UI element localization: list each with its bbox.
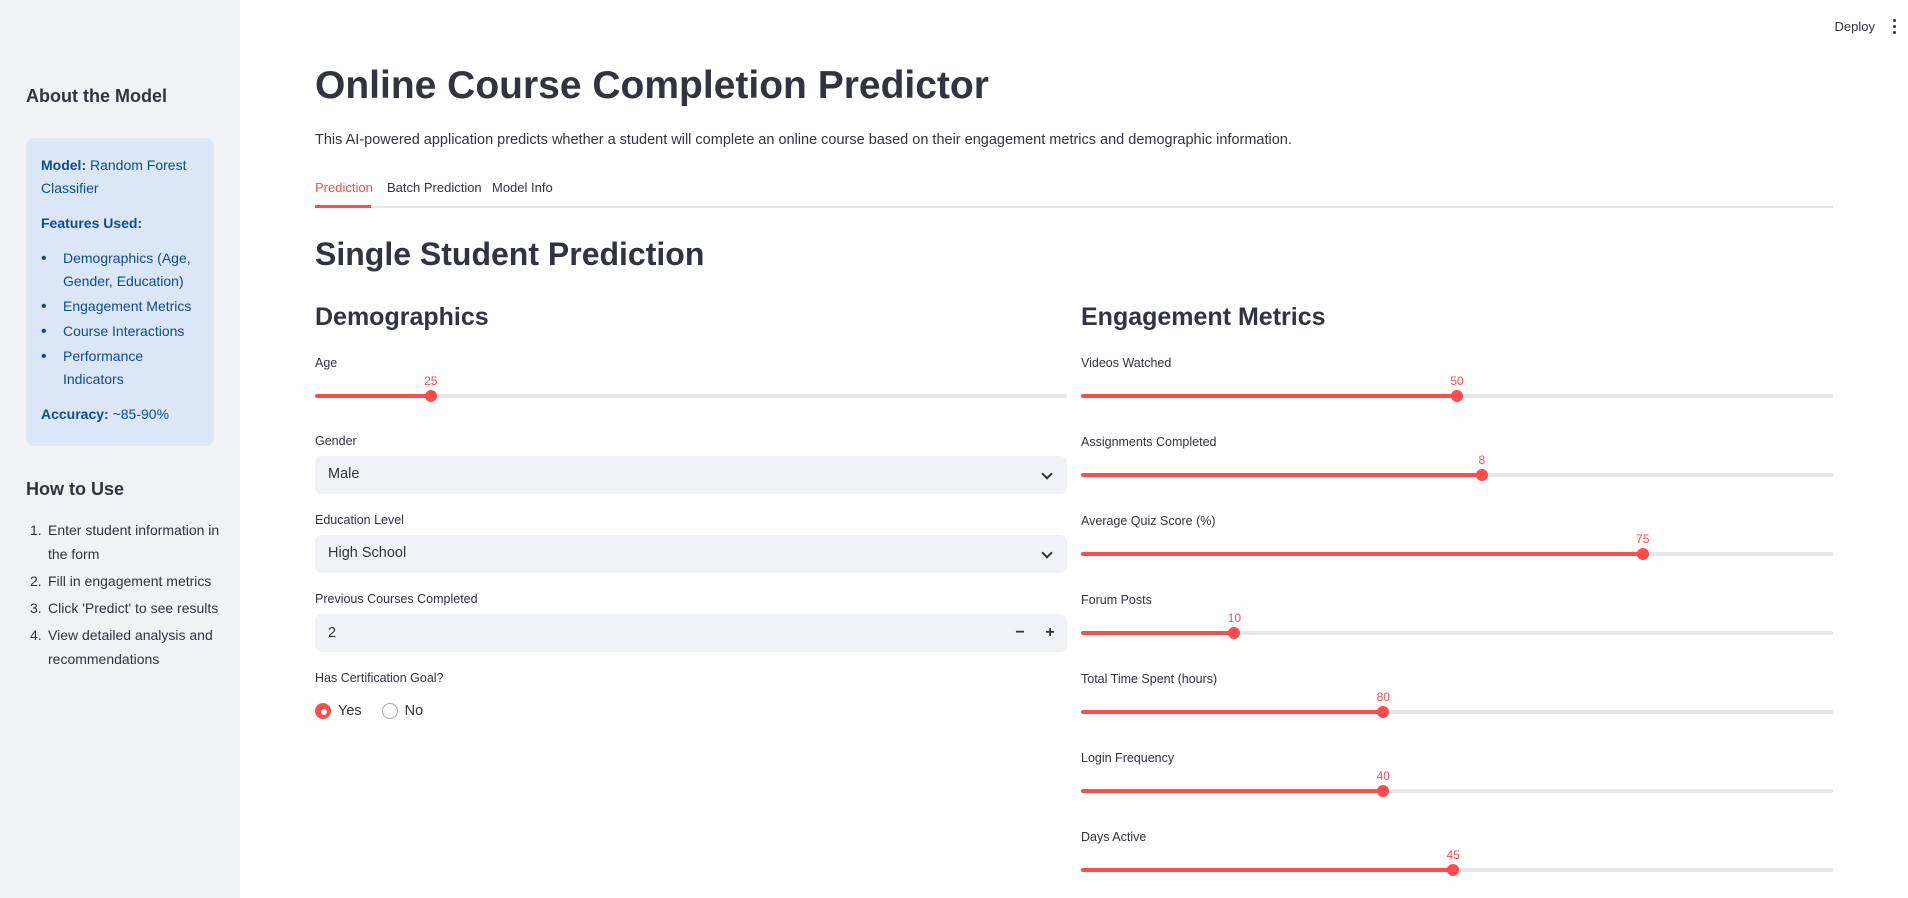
certification-radio-group: Yes No: [315, 703, 423, 719]
slider-fill: [1081, 473, 1482, 477]
slider-thumb[interactable]: [1451, 390, 1463, 402]
main-menu-icon[interactable]: [1893, 18, 1896, 34]
slider-value: 8: [1478, 453, 1486, 467]
page-description: This AI-powered application predicts whe…: [315, 132, 1292, 148]
avg-quiz-score-slider[interactable]: 75: [1081, 532, 1833, 562]
howto-step: 3. Click 'Predict' to see results: [30, 600, 219, 616]
accuracy-label: Accuracy:: [41, 406, 109, 422]
slider-fill: [1081, 868, 1454, 872]
login-frequency-slider[interactable]: 40: [1081, 769, 1833, 799]
section-title: Single Student Prediction: [315, 236, 705, 272]
active-tab-indicator: [315, 205, 371, 208]
slider-value: 75: [1636, 532, 1650, 546]
increment-button[interactable]: +: [1045, 624, 1055, 641]
certification-label: Has Certification Goal?: [315, 671, 444, 685]
slider-value: 10: [1227, 611, 1242, 625]
slider-fill: [1081, 552, 1643, 556]
slider-thumb[interactable]: [1228, 627, 1241, 639]
days-active-slider[interactable]: 45: [1081, 848, 1833, 878]
slider-fill: [1081, 631, 1235, 635]
slider-fill: [1081, 710, 1384, 714]
slider-value: 25: [424, 374, 438, 388]
feature-item: Course Interactions: [41, 320, 199, 343]
engagement-heading: Engagement Metrics: [1081, 303, 1326, 331]
radio-unchecked-icon: [381, 703, 398, 719]
howto-heading: How to Use: [26, 479, 125, 499]
slider-thumb[interactable]: [1636, 548, 1649, 560]
tab-bar: Prediction Batch Prediction Model Info: [315, 172, 1833, 208]
chevron-down-icon: [1041, 468, 1053, 480]
login-frequency-label: Login Frequency: [1081, 751, 1175, 765]
top-toolbar: Deploy: [1835, 0, 1908, 52]
previous-courses-stepper: − +: [315, 614, 1067, 652]
radio-checked-icon: [315, 703, 331, 719]
days-active-label: Days Active: [1081, 830, 1147, 844]
about-heading: About the Model: [26, 86, 167, 106]
certification-no-radio[interactable]: No: [381, 703, 423, 719]
slider-track: [1081, 710, 1833, 714]
videos-watched-slider[interactable]: 50: [1081, 374, 1833, 404]
avg-quiz-score-label: Average Quiz Score (%): [1081, 514, 1216, 528]
feature-item: Demographics (Age, Gender, Education): [41, 247, 199, 293]
slider-thumb[interactable]: [1377, 706, 1390, 718]
slider-fill: [1081, 789, 1384, 793]
features-list: Demographics (Age, Gender, Education) En…: [41, 247, 199, 391]
education-selected-value: High School: [328, 545, 407, 561]
page-title: Online Course Completion Predictor: [315, 64, 989, 107]
age-label: Age: [315, 356, 338, 370]
slider-track: [1081, 631, 1833, 635]
features-label: Features Used:: [41, 215, 143, 231]
chevron-down-icon: [1041, 547, 1053, 559]
accuracy-value: ~85-90%: [112, 406, 170, 422]
model-info-box: Model: Random Forest Classifier Features…: [26, 138, 214, 446]
previous-courses-label: Previous Courses Completed: [315, 592, 478, 606]
gender-label: Gender: [315, 434, 357, 448]
slider-thumb[interactable]: [1377, 785, 1390, 797]
education-select[interactable]: High School: [315, 535, 1067, 573]
deploy-button[interactable]: Deploy: [1834, 18, 1875, 34]
education-label: Education Level: [315, 513, 404, 527]
slider-value: 50: [1450, 374, 1464, 388]
slider-track: [1081, 789, 1833, 793]
slider-thumb[interactable]: [1475, 469, 1488, 481]
certification-yes-radio[interactable]: Yes: [315, 703, 362, 719]
model-value: Random Forest Classifier: [41, 157, 187, 196]
videos-watched-label: Videos Watched: [1081, 356, 1172, 370]
feature-item: Engagement Metrics: [41, 295, 199, 318]
howto-step: 4. View detailed analysis and recommendat…: [30, 627, 213, 667]
previous-courses-input[interactable]: [315, 614, 975, 652]
gender-selected-value: Male: [328, 466, 360, 482]
slider-value: 45: [1446, 848, 1460, 862]
howto-step: 1. Enter student information in the form: [30, 522, 220, 562]
slider-fill: [1081, 394, 1457, 398]
slider-fill: [315, 394, 431, 398]
gender-select[interactable]: Male: [315, 456, 1067, 494]
tab-batch-prediction[interactable]: Batch Prediction: [387, 180, 482, 195]
tab-model-info[interactable]: Model Info: [492, 180, 553, 195]
slider-value: 40: [1376, 769, 1390, 783]
decrement-button[interactable]: −: [1015, 624, 1025, 641]
demographics-heading: Demographics: [315, 303, 489, 331]
howto-step: 2. Fill in engagement metrics: [30, 573, 212, 589]
slider-thumb[interactable]: [424, 390, 437, 402]
feature-item: Performance Indicators: [41, 345, 199, 391]
slider-track: [315, 394, 1067, 398]
slider-value: 80: [1376, 690, 1390, 704]
howto-list: 1. Enter student information in the form …: [26, 518, 220, 674]
slider-thumb[interactable]: [1447, 864, 1460, 876]
forum-posts-slider[interactable]: 10: [1081, 611, 1833, 641]
total-time-spent-label: Total Time Spent (hours): [1081, 672, 1218, 686]
forum-posts-label: Forum Posts: [1081, 593, 1152, 607]
assignments-completed-slider[interactable]: 8: [1081, 453, 1833, 483]
model-label: Model:: [41, 157, 87, 173]
sidebar: About the Model Model: Random Forest Cla…: [0, 0, 240, 898]
total-time-spent-slider[interactable]: 80: [1081, 690, 1833, 720]
assignments-completed-label: Assignments Completed: [1081, 435, 1217, 449]
tab-prediction[interactable]: Prediction: [315, 180, 373, 195]
age-slider[interactable]: 25: [315, 374, 1067, 404]
